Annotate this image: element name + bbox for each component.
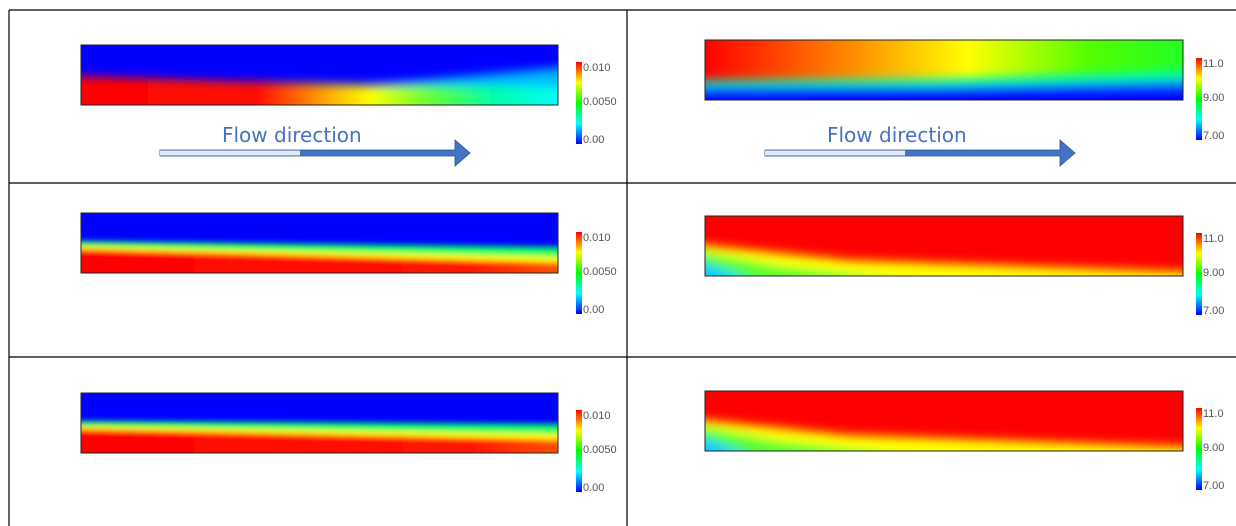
- colorbar-label: 7.00: [1203, 130, 1224, 142]
- contour-plot: [81, 393, 558, 453]
- annotation: Flow direction: [827, 123, 967, 147]
- plot-border: [704, 39, 1184, 101]
- field: [705, 420, 1183, 451]
- colorbar-label: 0.0050: [583, 444, 617, 456]
- flow-arrow: [159, 139, 471, 167]
- region: [705, 251, 867, 276]
- colorbar-label: 9.00: [1203, 267, 1224, 279]
- region: [705, 263, 742, 276]
- colorbar-label: 0.00: [583, 304, 604, 316]
- field: [705, 245, 1183, 276]
- region: [367, 67, 558, 87]
- field: [705, 70, 1183, 100]
- colorbar-label: 0.00: [583, 482, 604, 494]
- region: [705, 245, 1183, 276]
- colorbar-label: 0.0050: [583, 96, 617, 108]
- region: [705, 438, 742, 451]
- colorbar-label: 9.00: [1203, 442, 1224, 454]
- region: [705, 87, 1183, 100]
- grid-frame: [8, 9, 1236, 526]
- colorbar-label: 7.00: [1203, 480, 1224, 492]
- plot-border: [704, 390, 1184, 452]
- colorbar-label: 11.0: [1203, 58, 1224, 70]
- colorbar: [1196, 58, 1202, 140]
- colorbar-label: 9.00: [1203, 92, 1224, 104]
- colorbar: [576, 62, 582, 144]
- colorbar-label: 11.0: [1203, 408, 1224, 420]
- contour-plot: [81, 213, 558, 273]
- contour-plot: [705, 216, 1183, 276]
- colorbar: [1196, 233, 1202, 315]
- flow-arrow: [764, 139, 1076, 167]
- plot-border: [80, 212, 559, 274]
- flow-arrow-tail: [160, 150, 300, 156]
- colorbar: [1196, 408, 1202, 490]
- field: [81, 421, 558, 453]
- colorbar: [576, 410, 582, 492]
- region: [81, 76, 558, 105]
- contour-plot: [81, 45, 558, 105]
- colorbar-label: 7.00: [1203, 305, 1224, 317]
- region: [705, 420, 1183, 451]
- plot-border: [704, 215, 1184, 277]
- region: [81, 429, 558, 453]
- plot-border: [80, 44, 559, 106]
- colorbar-label: 0.010: [583, 410, 611, 422]
- colorbar-label: 0.010: [583, 62, 611, 74]
- colorbar-label: 0.0050: [583, 266, 617, 278]
- region: [81, 249, 558, 273]
- colorbar-label: 0.010: [583, 232, 611, 244]
- contour-plot: [705, 40, 1183, 100]
- plot-border: [80, 392, 559, 454]
- flow-arrow-tail: [765, 150, 905, 156]
- colorbar-label: 0.00: [583, 134, 604, 146]
- region: [705, 426, 867, 451]
- annotation: Flow direction: [222, 123, 362, 147]
- contour-plot: [705, 391, 1183, 451]
- colorbar-label: 11.0: [1203, 233, 1224, 245]
- field: [81, 241, 558, 273]
- colorbar: [576, 232, 582, 314]
- field: [81, 67, 558, 105]
